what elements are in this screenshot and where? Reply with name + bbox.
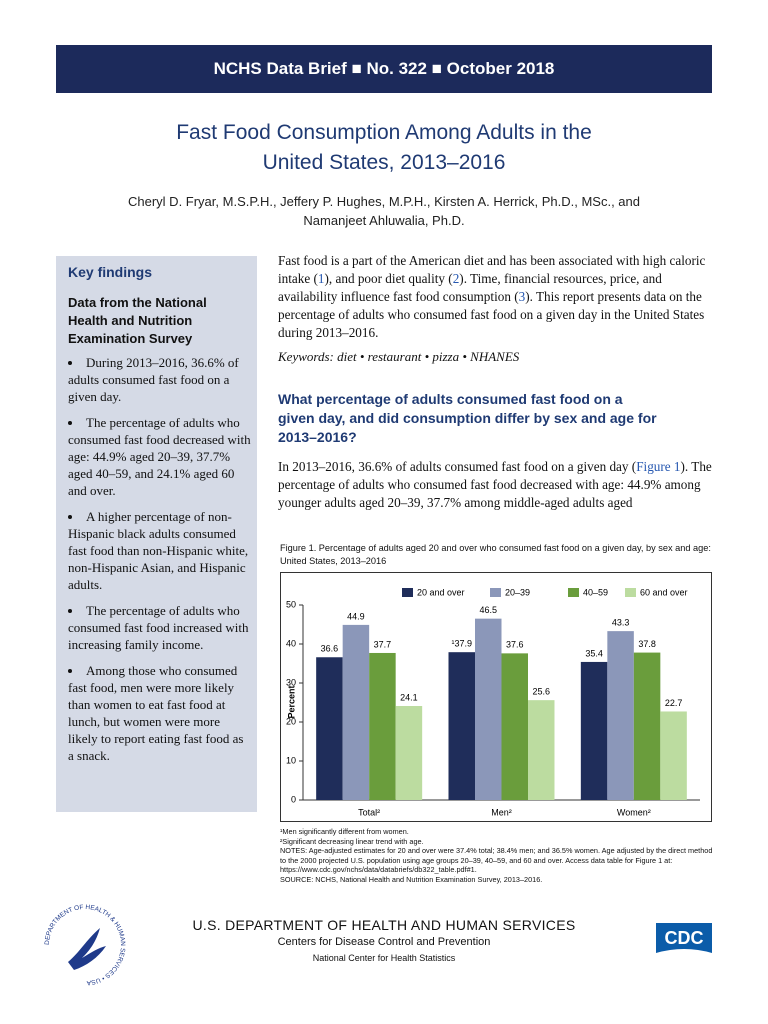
x-tick-label: Total² bbox=[358, 807, 380, 817]
figure-link[interactable]: Figure 1 bbox=[636, 459, 681, 474]
bar bbox=[660, 711, 687, 800]
hhs-seal: DEPARTMENT OF HEALTH & HUMAN SERVICES • … bbox=[44, 904, 126, 986]
legend-swatch bbox=[568, 588, 579, 597]
text: ). The percentage of adults who consumed… bbox=[278, 459, 712, 510]
department: U.S. DEPARTMENT OF HEALTH AND HUMAN SERV… bbox=[192, 917, 576, 933]
header-bar: NCHS Data Brief ■ No. 322 ■ October 2018 bbox=[56, 45, 712, 93]
footnote: SOURCE: NCHS, National Health and Nutrit… bbox=[280, 874, 543, 884]
question-heading: What percentage of adults consumed fast … bbox=[278, 390, 718, 447]
data-label: 36.6 bbox=[321, 644, 339, 654]
logo-swoosh bbox=[656, 949, 712, 961]
legend-label: 60 and over bbox=[640, 587, 688, 597]
data-label: 22.7 bbox=[665, 698, 683, 708]
text: ). Time, financial resources, price, and… bbox=[278, 271, 662, 304]
author-line: Namanjeet Ahluwalia, Ph.D. bbox=[303, 213, 465, 228]
sidebar-subheading: Data from the National Health and Nutrit… bbox=[68, 295, 207, 346]
bar bbox=[633, 652, 661, 800]
legend-swatch bbox=[402, 588, 413, 597]
data-label: 43.3 bbox=[612, 618, 630, 628]
heading-line: given day, and did consumption differ by… bbox=[278, 410, 657, 426]
finding: During 2013–2016, 36.6% of adults consum… bbox=[68, 354, 251, 405]
data-label: 24.1 bbox=[400, 692, 418, 702]
sidebar-heading: Key findings bbox=[68, 264, 153, 280]
data-label: 37.7 bbox=[374, 639, 392, 649]
text: ). This report presents data on the perc… bbox=[278, 289, 705, 340]
agency: Centers for Disease Control and Preventi… bbox=[277, 936, 491, 948]
key-findings: Key findings Data from the National Heal… bbox=[56, 256, 257, 812]
data-label: 25.6 bbox=[532, 687, 550, 697]
y-axis-label: Percent bbox=[286, 685, 296, 718]
bar bbox=[316, 657, 343, 800]
bar bbox=[580, 661, 608, 800]
data-label: ¹37.9 bbox=[451, 639, 472, 649]
header-title: NCHS Data Brief ■ No. 322 ■ October 2018 bbox=[213, 59, 555, 78]
legend-swatch bbox=[625, 588, 636, 597]
findings-list: During 2013–2016, 36.6% of adults consum… bbox=[68, 354, 251, 764]
bar bbox=[448, 652, 475, 800]
finding: Among those who consumed fast food, men … bbox=[68, 662, 251, 764]
data-label: 37.8 bbox=[638, 639, 656, 649]
chart: Percent 0 10 20 30 40 50 20 and over 20–39 40–59… bbox=[280, 572, 712, 822]
y-tick-label: 20 bbox=[286, 716, 296, 726]
x-tick-label: Women² bbox=[617, 807, 651, 817]
text: ), and poor diet quality ( bbox=[324, 271, 453, 286]
intro-paragraph: Fast food is a part of the American diet… bbox=[278, 252, 714, 342]
bar bbox=[501, 653, 528, 800]
authors: Cheryl D. Fryar, M.S.P.H., Jeffery P. Hu… bbox=[56, 192, 712, 230]
center: National Center for Health Statistics bbox=[312, 953, 456, 963]
legend-label: 20 and over bbox=[417, 587, 465, 597]
footnote: NOTES: Age-adjusted estimates for 20 and… bbox=[280, 846, 713, 875]
data-label: 37.6 bbox=[506, 640, 524, 650]
title-line: United States, 2013–2016 bbox=[262, 151, 506, 174]
legend-label: 40–59 bbox=[583, 587, 608, 597]
keywords: Keywords: diet • restaurant • pizza • NH… bbox=[278, 349, 520, 364]
bar bbox=[475, 618, 502, 800]
logo-text: CDC bbox=[665, 928, 704, 948]
answer-paragraph: In 2013–2016, 36.6% of adults consumed f… bbox=[278, 458, 716, 512]
finding: A higher percentage of non-Hispanic blac… bbox=[68, 508, 251, 593]
footnote: ²Significant decreasing linear trend wit… bbox=[280, 836, 424, 846]
finding: The percentage of adults who consumed fa… bbox=[68, 414, 251, 499]
reference-link[interactable]: 1 bbox=[317, 271, 325, 286]
figure-notes: ¹Men significantly different from women.… bbox=[280, 827, 720, 885]
reference-link[interactable]: 2 bbox=[452, 271, 460, 286]
title: Fast Food Consumption Among Adults in th… bbox=[56, 118, 712, 178]
footnote: ¹Men significantly different from women. bbox=[280, 827, 409, 836]
cdc-logo: CDC bbox=[656, 923, 712, 961]
heading-line: What percentage of adults consumed fast … bbox=[278, 391, 623, 407]
bar bbox=[369, 652, 396, 800]
y-tick-label: 30 bbox=[286, 677, 296, 687]
bar bbox=[528, 700, 555, 800]
data-label: 44.9 bbox=[347, 611, 365, 621]
reference-link[interactable]: 3 bbox=[518, 289, 526, 304]
bar bbox=[607, 631, 634, 800]
title-line: Fast Food Consumption Among Adults in th… bbox=[176, 121, 592, 144]
figure-caption: Figure 1. Percentage of adults aged 20 a… bbox=[280, 543, 711, 566]
bar bbox=[395, 706, 423, 800]
y-tick-label: 10 bbox=[286, 755, 296, 765]
heading-line: 2013–2016? bbox=[278, 429, 357, 445]
data-label: 35.4 bbox=[585, 648, 603, 658]
finding: The percentage of adults who consumed fa… bbox=[68, 602, 251, 653]
y-tick-label: 50 bbox=[286, 599, 296, 609]
x-tick-label: Men² bbox=[491, 807, 512, 817]
eagle bbox=[68, 928, 106, 970]
text: Fast food is a part of the American diet… bbox=[278, 253, 706, 286]
legend-swatch bbox=[490, 588, 501, 597]
data-label: 46.5 bbox=[479, 605, 497, 615]
legend-label: 20–39 bbox=[505, 587, 530, 597]
author-line: Cheryl D. Fryar, M.S.P.H., Jeffery P. Hu… bbox=[128, 194, 640, 209]
chart-frame bbox=[280, 572, 712, 822]
y-tick-label: 0 bbox=[291, 794, 296, 804]
bar bbox=[342, 624, 370, 800]
y-tick-label: 40 bbox=[286, 638, 296, 648]
text: In 2013–2016, 36.6% of adults consumed f… bbox=[278, 459, 637, 474]
